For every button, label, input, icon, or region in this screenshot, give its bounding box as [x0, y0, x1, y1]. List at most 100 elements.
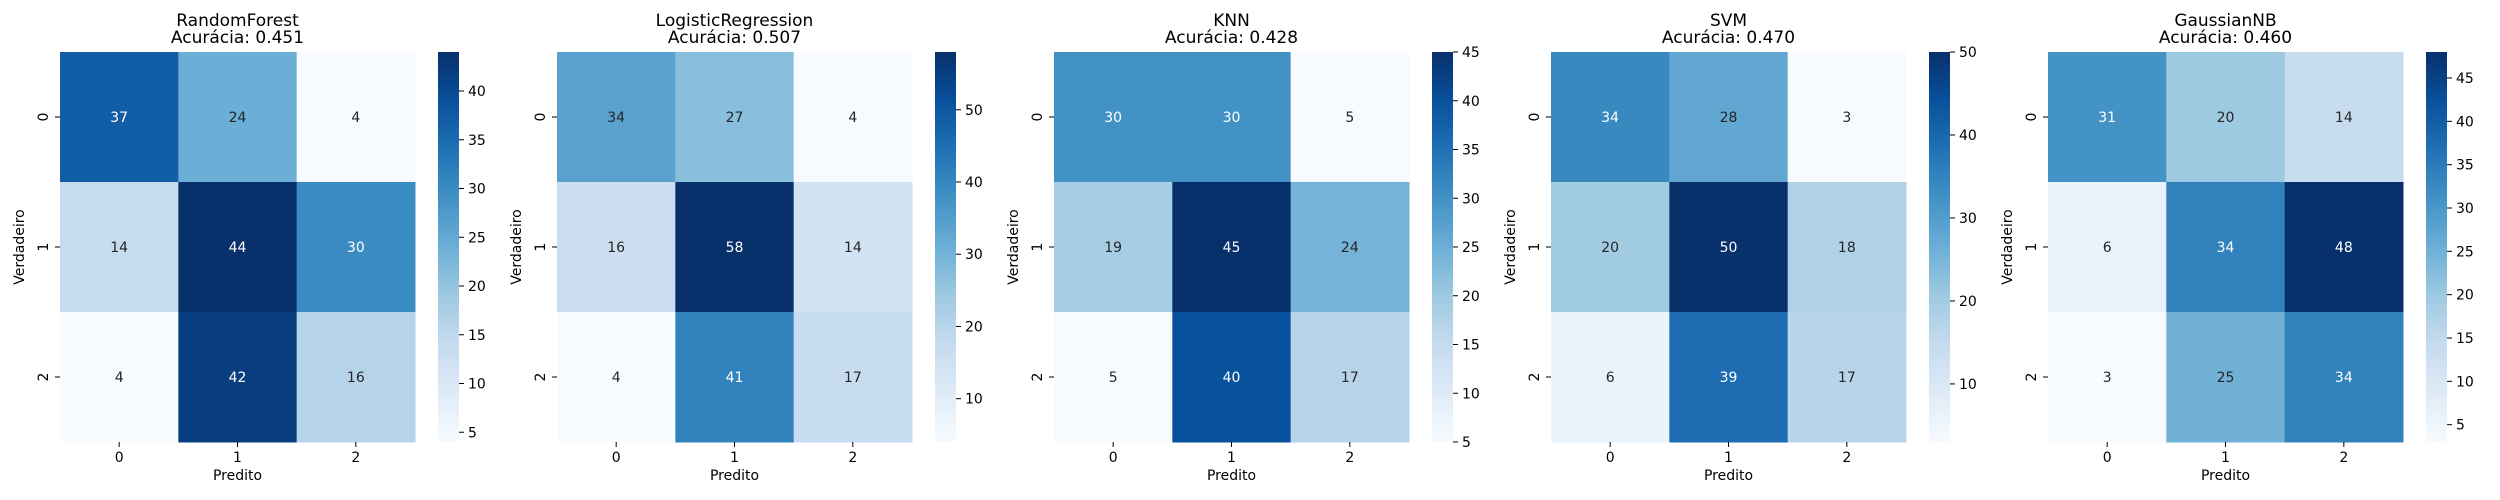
- cell-value-label: 24: [229, 110, 247, 126]
- heatmap-cell: [2048, 52, 2167, 183]
- cell-value-label: 34: [2335, 370, 2353, 386]
- y-axis-label: Verdadeiro: [1006, 209, 1022, 284]
- x-tick-label: 1: [730, 450, 739, 466]
- heatmap-cell: [1172, 182, 1292, 313]
- colorbar-tick-label: 15: [1462, 338, 1480, 354]
- heatmap-cell: [60, 312, 179, 443]
- colorbar: [2426, 52, 2447, 442]
- cell-value-label: 5: [1345, 110, 1354, 126]
- heatmap-cell: [557, 52, 676, 183]
- heatmap-cell: [1669, 52, 1789, 183]
- cell-value-label: 4: [848, 110, 857, 126]
- colorbar-tick-label: 20: [1959, 294, 1977, 310]
- x-axis-label: Predito: [710, 468, 759, 484]
- x-tick-label: 0: [1109, 450, 1118, 466]
- heatmap-cell: [557, 182, 676, 313]
- colorbar-tick-label: 30: [1462, 191, 1480, 207]
- chart-subtitle: Acurácia: 0.460: [2159, 28, 2292, 48]
- colorbar-tick-label: 5: [1462, 435, 1471, 451]
- chart-title: KNN: [1213, 11, 1250, 31]
- cell-value-label: 20: [2217, 110, 2235, 126]
- x-tick-label: 0: [2103, 450, 2112, 466]
- heatmap-cell: [1172, 52, 1292, 183]
- cell-value-label: 4: [115, 370, 124, 386]
- chart-subtitle: Acurácia: 0.451: [171, 28, 304, 48]
- chart-title: RandomForest: [176, 11, 299, 31]
- y-tick-label: 0: [1527, 113, 1543, 122]
- colorbar-tick-label: 40: [2456, 114, 2474, 130]
- heatmap-cell: [2284, 182, 2404, 313]
- heatmap-cell: [793, 182, 913, 313]
- x-tick-label: 1: [2221, 450, 2230, 466]
- heatmap-cell: [178, 312, 298, 443]
- colorbar-tick-label: 40: [965, 175, 983, 191]
- heatmap-cell: [793, 52, 913, 183]
- y-tick-label: 1: [2024, 243, 2040, 252]
- chart-title: LogisticRegression: [656, 11, 814, 31]
- colorbar-tick-label: 50: [965, 103, 983, 119]
- cell-value-label: 14: [110, 240, 128, 256]
- heatmap-cell: [1669, 312, 1789, 443]
- y-tick-label: 2: [2024, 373, 2040, 382]
- cell-value-label: 30: [1104, 110, 1122, 126]
- heatmap-cell: [2166, 52, 2286, 183]
- cell-value-label: 18: [1838, 240, 1856, 256]
- y-tick-label: 1: [36, 243, 52, 252]
- colorbar-tick-label: 30: [965, 247, 983, 263]
- colorbar: [438, 52, 459, 442]
- heatmap-cell: [1054, 52, 1173, 183]
- colorbar-tick-label: 25: [1462, 240, 1480, 256]
- heatmap-cell: [2166, 182, 2286, 313]
- cell-value-label: 41: [726, 370, 744, 386]
- y-tick-label: 0: [36, 113, 52, 122]
- cell-value-label: 50: [1720, 240, 1738, 256]
- chart-subtitle: Acurácia: 0.428: [1165, 28, 1298, 48]
- cell-value-label: 25: [2217, 370, 2235, 386]
- y-tick-label: 0: [533, 113, 549, 122]
- heatmap-cell: [178, 182, 298, 313]
- chart-title: SVM: [1710, 11, 1747, 31]
- cell-value-label: 4: [612, 370, 621, 386]
- cell-value-label: 6: [2103, 240, 2112, 256]
- colorbar-tick-label: 20: [965, 319, 983, 335]
- cell-value-label: 37: [110, 110, 128, 126]
- colorbar-tick-label: 10: [2456, 374, 2474, 390]
- cell-value-label: 5: [1109, 370, 1118, 386]
- heatmap-cell: [2166, 312, 2286, 443]
- chart-subtitle: Acurácia: 0.470: [1662, 28, 1795, 48]
- cell-value-label: 3: [1842, 110, 1851, 126]
- y-tick-label: 0: [1030, 113, 1046, 122]
- heatmap-cell: [1669, 182, 1789, 313]
- x-axis-label: Predito: [213, 468, 262, 484]
- colorbar-tick-label: 25: [2456, 244, 2474, 260]
- heatmap-cell: [675, 52, 795, 183]
- colorbar-tick-label: 30: [468, 182, 486, 198]
- y-tick-label: 2: [1030, 373, 1046, 382]
- cell-value-label: 3: [2103, 370, 2112, 386]
- heatmap-cell: [1290, 52, 1410, 183]
- colorbar-tick-label: 10: [965, 392, 983, 408]
- heatmap-cell: [1551, 312, 1670, 443]
- colorbar-tick-label: 40: [1959, 128, 1977, 144]
- x-tick-label: 0: [115, 450, 124, 466]
- cell-value-label: 48: [2335, 240, 2353, 256]
- heatmap-cell: [1054, 312, 1173, 443]
- cell-value-label: 34: [1601, 110, 1619, 126]
- cell-value-label: 14: [2335, 110, 2353, 126]
- cell-value-label: 16: [607, 240, 625, 256]
- colorbar-tick-label: 35: [2456, 158, 2474, 174]
- x-axis-label: Predito: [1207, 468, 1256, 484]
- x-tick-label: 1: [1227, 450, 1236, 466]
- heatmap-cell: [60, 182, 179, 313]
- cell-value-label: 31: [2098, 110, 2116, 126]
- cell-value-label: 39: [1720, 370, 1738, 386]
- heatmap-cell: [1551, 182, 1670, 313]
- cell-value-label: 6: [1606, 370, 1615, 386]
- y-axis-label: Verdadeiro: [1503, 209, 1519, 284]
- cell-value-label: 20: [1601, 240, 1619, 256]
- cell-value-label: 58: [726, 240, 744, 256]
